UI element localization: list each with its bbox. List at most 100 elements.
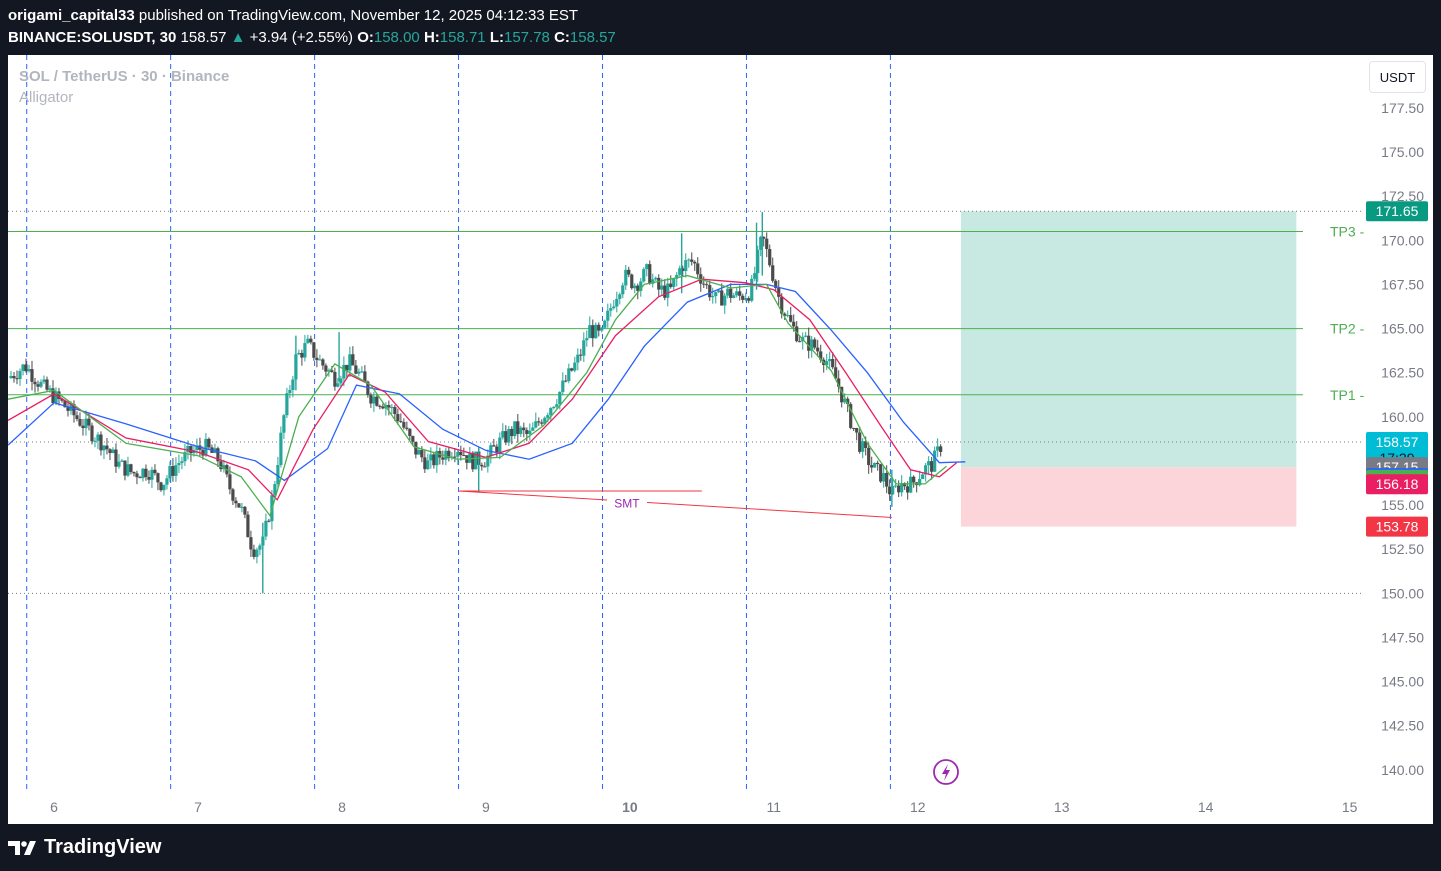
candle-body[interactable] xyxy=(747,298,751,301)
candle-body[interactable] xyxy=(282,415,286,433)
candle-body[interactable] xyxy=(444,450,448,460)
candle-body[interactable] xyxy=(933,450,937,472)
candle-body[interactable] xyxy=(363,371,367,382)
candle-body[interactable] xyxy=(609,308,613,311)
candle-body[interactable] xyxy=(888,486,892,495)
candle-body[interactable] xyxy=(924,465,928,475)
candle-body[interactable] xyxy=(30,369,34,382)
candle-body[interactable] xyxy=(63,400,67,408)
candle-body[interactable] xyxy=(396,414,400,422)
candle-body[interactable] xyxy=(510,428,514,437)
candle-body[interactable] xyxy=(744,298,748,300)
candle-body[interactable] xyxy=(126,464,130,476)
candle-body[interactable] xyxy=(234,500,238,504)
candle-body[interactable] xyxy=(759,236,763,250)
candle-body[interactable] xyxy=(756,249,760,274)
candle-body[interactable] xyxy=(240,506,244,508)
candle-body[interactable] xyxy=(579,354,583,356)
candle-body[interactable] xyxy=(429,454,433,461)
candle-body[interactable] xyxy=(867,448,871,466)
candle-body[interactable] xyxy=(519,427,523,434)
candle-body[interactable] xyxy=(585,338,589,341)
candle-body[interactable] xyxy=(102,445,106,451)
candle-body[interactable] xyxy=(564,380,568,382)
candle-body[interactable] xyxy=(228,474,232,490)
candle-body[interactable] xyxy=(24,364,28,372)
candle-body[interactable] xyxy=(456,451,460,457)
candle-body[interactable] xyxy=(639,281,643,291)
candle-body[interactable] xyxy=(120,460,124,462)
candle-body[interactable] xyxy=(861,441,865,452)
alligator-teeth-line[interactable] xyxy=(8,278,958,501)
candle-body[interactable] xyxy=(690,259,694,262)
candle-body[interactable] xyxy=(555,404,559,407)
candle-body[interactable] xyxy=(246,514,250,538)
candle-body[interactable] xyxy=(936,446,940,451)
candle-body[interactable] xyxy=(894,485,898,487)
candle-body[interactable] xyxy=(183,452,187,462)
candle-body[interactable] xyxy=(51,388,55,404)
candle-body[interactable] xyxy=(420,450,424,458)
candle-body[interactable] xyxy=(873,462,877,468)
candle-body[interactable] xyxy=(243,506,247,515)
candle-body[interactable] xyxy=(846,398,850,405)
candle-body[interactable] xyxy=(600,327,604,331)
candle-body[interactable] xyxy=(711,296,715,298)
candle-body[interactable] xyxy=(504,431,508,443)
candle-body[interactable] xyxy=(879,464,883,482)
candle-body[interactable] xyxy=(195,445,199,451)
candle-body[interactable] xyxy=(729,288,733,298)
candle-body[interactable] xyxy=(786,315,790,317)
candle-body[interactable] xyxy=(474,451,478,470)
candle-body[interactable] xyxy=(57,391,61,399)
candle-body[interactable] xyxy=(495,446,499,453)
candle-body[interactable] xyxy=(789,315,793,322)
indicator-title[interactable]: Alligator xyxy=(19,89,74,106)
candle-body[interactable] xyxy=(441,457,445,460)
candle-body[interactable] xyxy=(720,290,724,306)
candle-body[interactable] xyxy=(132,472,136,474)
currency-unit-button[interactable]: USDT xyxy=(1369,61,1426,93)
candle-body[interactable] xyxy=(309,338,313,343)
candle-body[interactable] xyxy=(858,432,862,452)
candle-body[interactable] xyxy=(285,393,289,416)
candle-body[interactable] xyxy=(279,432,283,465)
candle-body[interactable] xyxy=(792,321,796,327)
candle-body[interactable] xyxy=(573,362,577,371)
candle-body[interactable] xyxy=(654,277,658,280)
author-name[interactable]: origami_capital33 xyxy=(8,7,135,24)
candle-body[interactable] xyxy=(387,405,391,408)
candle-body[interactable] xyxy=(330,370,334,372)
candle-body[interactable] xyxy=(351,354,355,366)
candle-body[interactable] xyxy=(852,427,856,429)
candle-body[interactable] xyxy=(825,361,829,366)
candle-body[interactable] xyxy=(204,438,208,456)
candle-body[interactable] xyxy=(186,445,190,453)
candle-body[interactable] xyxy=(657,277,661,290)
candle-body[interactable] xyxy=(432,454,436,466)
candle-body[interactable] xyxy=(753,273,757,279)
candle-body[interactable] xyxy=(912,476,916,483)
candle-body[interactable] xyxy=(663,285,667,298)
candle-body[interactable] xyxy=(819,351,823,360)
candle-body[interactable] xyxy=(201,449,205,456)
candle-body[interactable] xyxy=(918,479,922,486)
candle-body[interactable] xyxy=(681,268,685,272)
candle-body[interactable] xyxy=(66,407,70,411)
candle-body[interactable] xyxy=(498,437,502,453)
candle-body[interactable] xyxy=(84,418,88,429)
candle-body[interactable] xyxy=(645,264,649,270)
candle-body[interactable] xyxy=(303,343,307,358)
candle-body[interactable] xyxy=(462,455,466,457)
candle-body[interactable] xyxy=(447,450,451,459)
candle-body[interactable] xyxy=(528,430,532,435)
candle-body[interactable] xyxy=(534,421,538,428)
candle-body[interactable] xyxy=(264,520,268,537)
candle-body[interactable] xyxy=(930,461,934,472)
candle-body[interactable] xyxy=(108,449,112,454)
candle-body[interactable] xyxy=(411,436,415,442)
candle-body[interactable] xyxy=(777,288,781,297)
candle-body[interactable] xyxy=(453,456,457,458)
candle-body[interactable] xyxy=(651,279,655,284)
candle-body[interactable] xyxy=(348,354,352,371)
